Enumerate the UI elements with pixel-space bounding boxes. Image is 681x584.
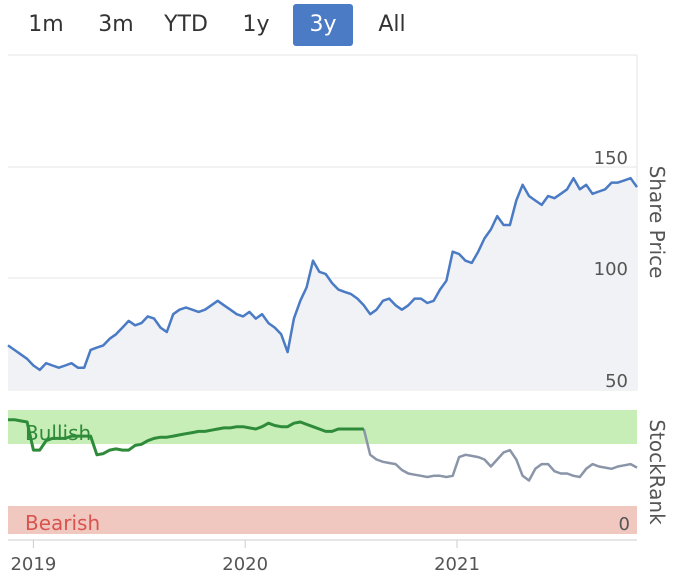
bearish-band <box>8 506 637 534</box>
range-selector: 1m 3m YTD 1y 3y All <box>0 0 681 48</box>
x-axis: 2019 2020 2021 <box>8 539 637 575</box>
stockrank-panel: Bullish Bearish 0 StockRank <box>8 410 669 535</box>
bullish-band <box>8 410 637 444</box>
range-button-3m[interactable]: 3m <box>98 12 134 37</box>
price-panel: 150 100 50 Share Price <box>7 54 669 392</box>
stockrank-line <box>362 428 638 482</box>
stockrank-bullish-line <box>8 418 364 457</box>
bearish-band-label: Bearish <box>25 511 100 535</box>
range-button-3y[interactable]: 3y <box>293 4 353 46</box>
price-series-line <box>7 176 639 372</box>
price-tick-150: 150 <box>594 148 628 169</box>
price-axis-label: Share Price <box>645 166 669 279</box>
range-button-1m[interactable]: 1m <box>28 12 64 37</box>
range-button-1y[interactable]: 1y <box>242 12 270 37</box>
range-button-ytd[interactable]: YTD <box>164 12 208 37</box>
price-area-fill <box>8 178 637 390</box>
range-button-all[interactable]: All <box>378 12 406 37</box>
x-tick-label-2021: 2021 <box>434 554 480 575</box>
stockrank-axis-label: StockRank <box>645 419 669 525</box>
stockrank-tick-0: 0 <box>619 514 630 535</box>
bullish-band-label: Bullish <box>25 421 91 445</box>
price-tick-50: 50 <box>605 371 628 392</box>
x-tick-label-2019: 2019 <box>10 554 56 575</box>
x-tick-label-2020: 2020 <box>222 554 268 575</box>
price-tick-100: 100 <box>594 259 628 280</box>
